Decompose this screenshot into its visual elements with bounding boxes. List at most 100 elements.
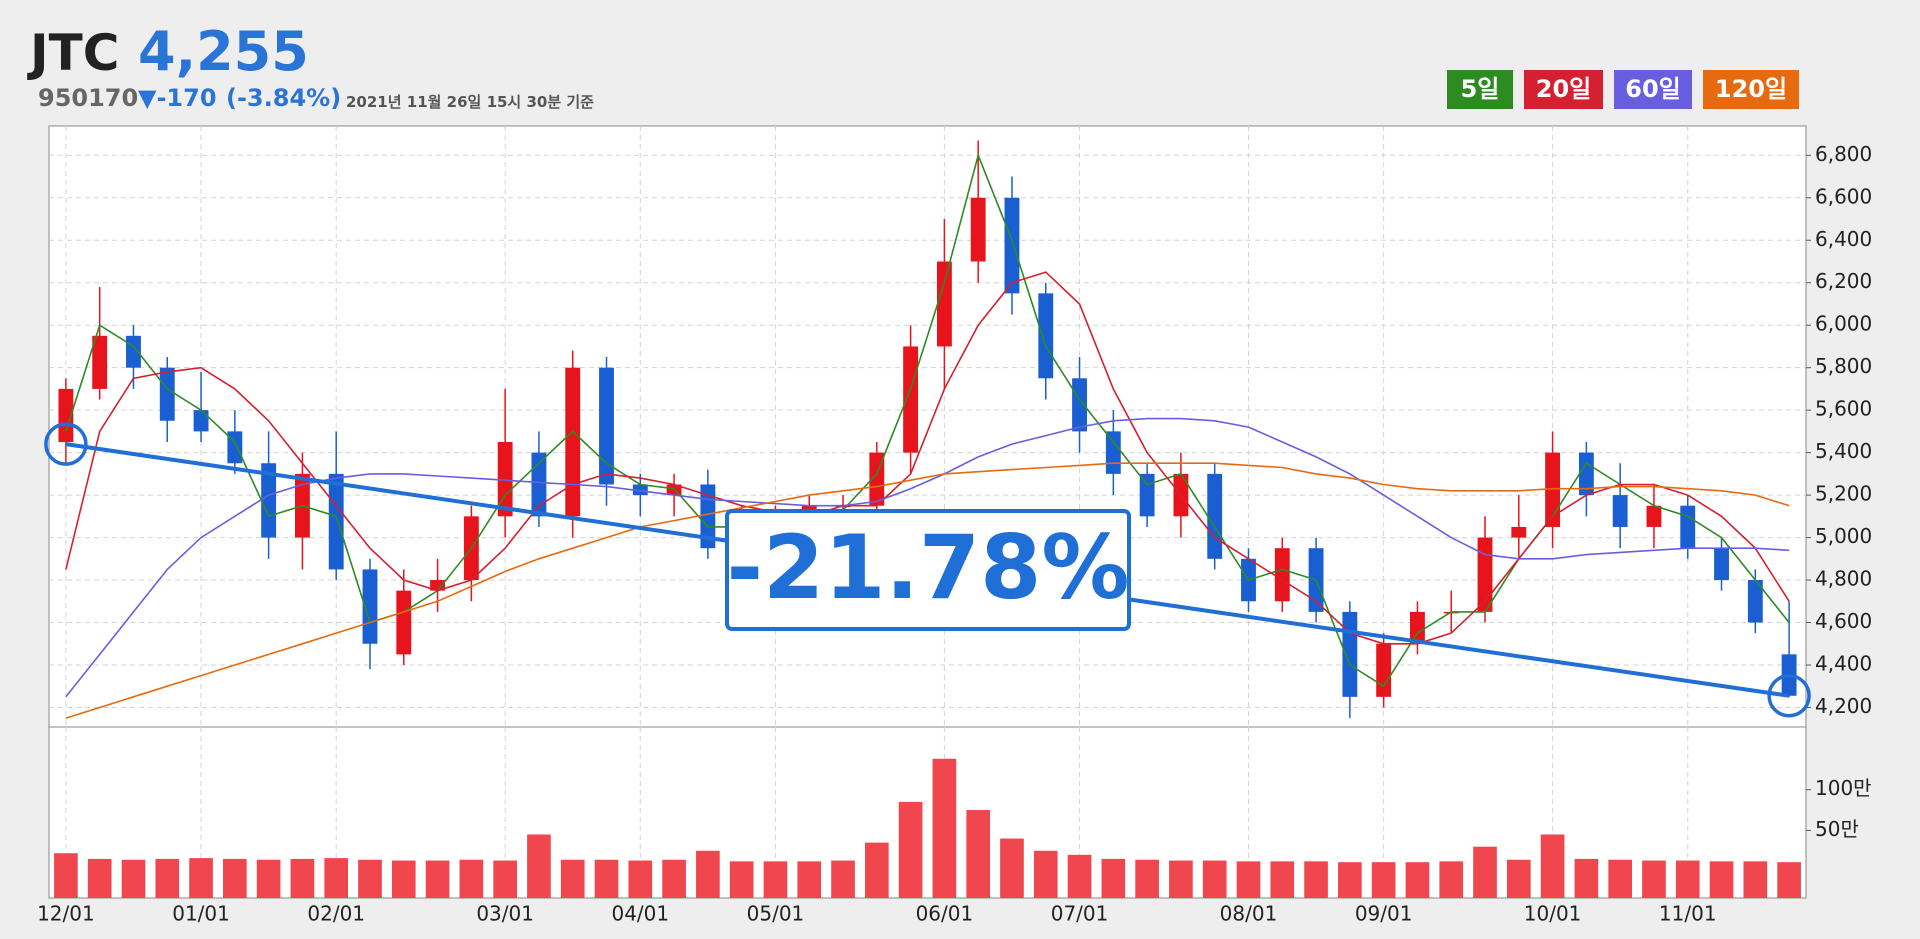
- volume-bar: [1101, 858, 1126, 898]
- stock-name: JTC: [30, 24, 120, 82]
- volume-bar: [324, 858, 349, 898]
- volume-bar: [1473, 846, 1497, 898]
- ma-line: [65, 417, 1790, 698]
- volume-bar: [560, 859, 585, 898]
- volume-bar: [1338, 862, 1362, 898]
- x-tick-label: 02/01: [307, 902, 365, 926]
- volume-bar: [1371, 862, 1396, 898]
- candle-body: [1038, 293, 1054, 379]
- volume-bar: [1405, 862, 1430, 898]
- volume-bar: [54, 853, 78, 898]
- candle-body: [362, 569, 378, 644]
- y-tick-label: 5,600: [1815, 397, 1872, 421]
- volume-bar: [1000, 838, 1024, 898]
- candle-body: [328, 473, 344, 570]
- volume-tick-label: 50만: [1815, 817, 1859, 841]
- y-tick-label: 5,800: [1815, 354, 1872, 378]
- y-tick-label: 4,600: [1815, 609, 1872, 633]
- y-tick-label: 5,000: [1815, 524, 1872, 548]
- volume-bar: [729, 861, 754, 898]
- candle-body: [700, 484, 716, 549]
- candle-body: [936, 261, 952, 347]
- y-tick-label: 6,000: [1815, 312, 1872, 336]
- candle-body: [58, 388, 74, 443]
- volume-bar: [189, 858, 213, 898]
- volume-bar: [1135, 859, 1159, 898]
- candle-body: [1207, 473, 1223, 559]
- price: 4,255: [138, 20, 309, 83]
- volume-bar: [1574, 858, 1599, 898]
- candle-body: [1511, 526, 1527, 538]
- candle-body: [1409, 611, 1425, 644]
- change-pct: (-3.84%): [226, 84, 342, 112]
- candle-body: [92, 335, 108, 389]
- x-tick-label: 07/01: [1051, 902, 1109, 926]
- change: ▼-170: [138, 84, 217, 112]
- candle-body: [565, 367, 581, 517]
- annotation-box: [725, 509, 1131, 631]
- volume-tick-label: 100만: [1815, 776, 1872, 800]
- candle-body: [430, 580, 446, 591]
- volume-bar: [1506, 859, 1531, 898]
- volume-bar: [898, 801, 923, 898]
- y-tick-label: 6,400: [1815, 227, 1872, 251]
- x-tick-label: 04/01: [611, 902, 669, 926]
- candle-body: [1342, 611, 1358, 697]
- legend-label: 20일: [1536, 75, 1591, 103]
- x-tick-label: 11/01: [1659, 902, 1717, 926]
- volume-bar: [425, 860, 450, 898]
- volume-bar: [1439, 861, 1464, 898]
- volume-bar: [256, 859, 281, 898]
- ma-line: [65, 152, 1790, 688]
- candle-body: [1274, 548, 1290, 602]
- volume-bar: [1540, 834, 1565, 898]
- candle-body: [1105, 431, 1121, 474]
- volume-bar: [223, 858, 247, 898]
- volume-bar: [966, 810, 991, 898]
- candle-body: [261, 463, 277, 538]
- volume-bar: [1236, 861, 1261, 898]
- volume-bar: [1743, 861, 1768, 898]
- ma-line: [65, 271, 1790, 645]
- candle-body: [497, 442, 513, 517]
- volume-bar: [1033, 850, 1058, 898]
- legend-badge: [1614, 70, 1692, 109]
- volume-bar: [1608, 859, 1632, 898]
- volume-bar: [358, 859, 382, 898]
- y-tick-label: 4,200: [1815, 694, 1872, 718]
- volume-bar: [1304, 861, 1328, 898]
- x-tick-label: 08/01: [1220, 902, 1278, 926]
- legend-badge: [1524, 70, 1603, 109]
- volume-bar: [1270, 861, 1295, 898]
- candle-body: [1139, 473, 1155, 517]
- candle-body: [531, 452, 547, 517]
- candle-body: [632, 484, 648, 496]
- y-tick-label: 4,400: [1815, 651, 1872, 675]
- y-tick-label: 4,800: [1815, 567, 1872, 591]
- volume-bar: [628, 860, 653, 898]
- volume-bar: [797, 861, 822, 898]
- legend-badge: [1703, 70, 1799, 109]
- volume-bar: [932, 758, 957, 898]
- volume-bar: [527, 834, 551, 898]
- legend-label: 60일: [1625, 75, 1680, 103]
- price-panel: [48, 125, 1807, 728]
- volume-bar: [391, 860, 416, 898]
- legend-label: 120일: [1715, 75, 1787, 103]
- volume-bar: [290, 858, 315, 898]
- candle-body: [1376, 643, 1392, 697]
- x-tick-label: 01/01: [172, 902, 230, 926]
- x-tick-label: 12/01: [37, 902, 95, 926]
- volume-bar: [763, 861, 788, 898]
- x-tick-label: 10/01: [1524, 902, 1582, 926]
- y-tick-label: 6,600: [1815, 184, 1872, 208]
- volume-bar: [864, 842, 889, 898]
- candle-body: [1477, 537, 1493, 612]
- legend-label: 5일: [1461, 75, 1500, 103]
- volume-bar: [1777, 862, 1801, 898]
- candle-body: [970, 197, 986, 262]
- candle-body: [1714, 548, 1729, 581]
- stock-code: 950170: [38, 84, 139, 112]
